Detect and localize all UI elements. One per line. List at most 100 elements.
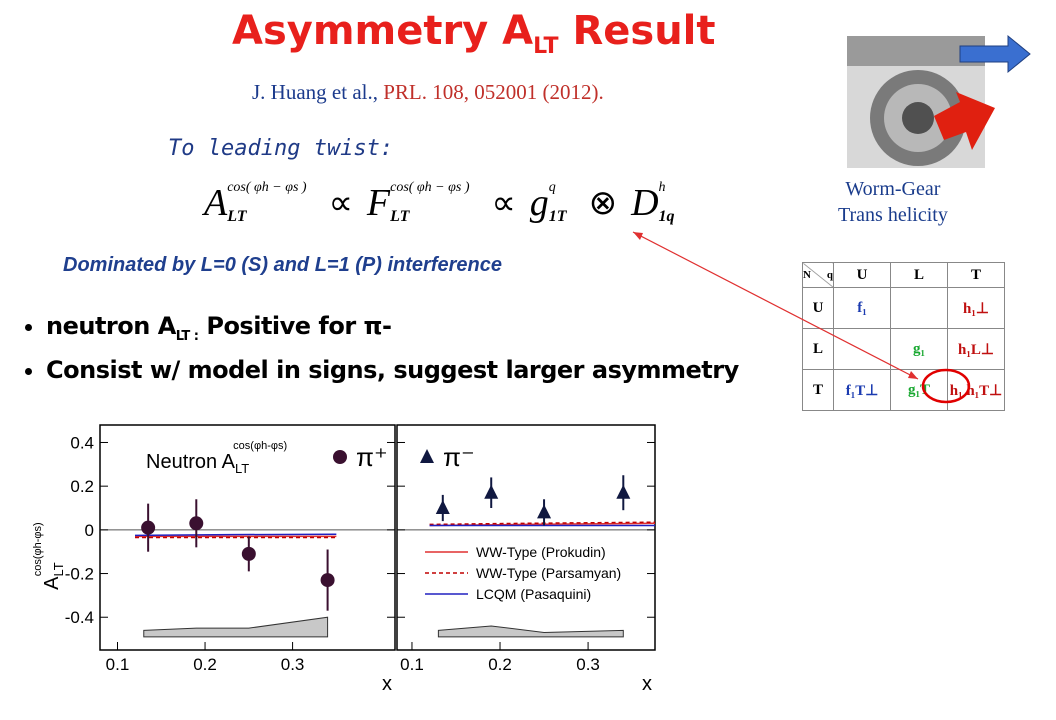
arrow-head xyxy=(633,232,643,240)
cell: g₁T xyxy=(890,369,948,411)
data-point xyxy=(435,500,450,515)
bullet-text: Positive for π- xyxy=(198,312,392,340)
cell: f₁ xyxy=(833,287,891,329)
x-tick-label: 0.1 xyxy=(400,655,424,674)
symbol: g xyxy=(529,182,549,224)
x-axis-label: x xyxy=(382,673,392,695)
authors: J. Huang et al., xyxy=(252,80,384,104)
leading-twist: To leading twist: xyxy=(168,136,394,161)
legend-label: π⁻ xyxy=(443,442,475,472)
data-point xyxy=(537,504,552,519)
caption-line: Trans helicity xyxy=(838,204,948,226)
plot-frame xyxy=(99,424,396,651)
superscript: q xyxy=(548,180,556,195)
plot-frame xyxy=(396,424,656,651)
x-tick-label: 0.1 xyxy=(106,655,130,674)
column-header: T xyxy=(947,262,1005,288)
caption-line: Worm-Gear xyxy=(845,178,941,200)
legend-label: LCQM (Pasaquini) xyxy=(476,586,591,602)
y-tick-label: 0 xyxy=(85,521,94,540)
legend-label: π⁺ xyxy=(356,442,388,472)
chart: -0.4-0.200.20.40.1 0.2 0.3xALTcos(φh-φs)π⁺… xyxy=(32,424,656,695)
bullet: neutron ALT : Positive for π- xyxy=(46,312,739,344)
data-point xyxy=(616,484,631,499)
operator: ⊗ xyxy=(588,185,618,222)
legend-label: WW-Type (Prokudin) xyxy=(476,544,606,560)
row-label: L xyxy=(802,328,834,370)
y-tick-label: 0.2 xyxy=(70,477,94,496)
bullet-sub: LT : xyxy=(175,328,199,344)
scripts: cos( φh − φs ) LT xyxy=(390,180,469,226)
column-header: L xyxy=(890,262,948,288)
label-sup: cos(φh-φs) xyxy=(32,522,44,576)
data-point xyxy=(320,573,335,588)
bullet: Consist w/ model in signs, suggest large… xyxy=(46,356,739,384)
note: Dominated by L=0 (S) and L=1 (P) interfe… xyxy=(63,254,502,276)
cell xyxy=(833,328,891,370)
title-sub: LT xyxy=(533,34,559,59)
cell: f₁T⊥ xyxy=(833,369,891,411)
scripts: h 1q xyxy=(659,180,675,226)
scripts: cos( φh − φs ) LT xyxy=(227,180,306,226)
legend-marker xyxy=(420,449,434,463)
y-tick-label: -0.4 xyxy=(65,608,94,627)
corner-label: N xyxy=(803,269,811,281)
bullet-text: neutron A xyxy=(46,312,176,340)
legend-base: Neutron A xyxy=(146,451,236,473)
y-axis-label: ALT cos(φh-φs) xyxy=(32,522,66,590)
data-point xyxy=(241,546,256,561)
row-label: U xyxy=(802,287,834,329)
column-header: U xyxy=(833,262,891,288)
systematic-band xyxy=(143,616,329,638)
slide-title: Asymmetry ALT Result xyxy=(232,8,716,59)
legend-sup: cos(φh-φs) xyxy=(233,440,287,452)
superscript: cos( φh − φs ) xyxy=(227,180,307,195)
x-tick-label: 0.2 xyxy=(193,655,217,674)
symbol: A xyxy=(204,182,228,224)
symbol: F xyxy=(366,182,391,224)
cell: g₁ xyxy=(890,328,948,370)
title-text: Asymmetry A xyxy=(232,8,534,54)
label-sub: LT xyxy=(51,562,66,576)
data-point xyxy=(484,484,499,499)
x-tick-label: 0.3 xyxy=(576,655,600,674)
y-tick-label: -0.2 xyxy=(65,565,94,584)
subscript: 1T xyxy=(548,208,567,225)
systematic-band xyxy=(437,625,624,638)
superscript: cos( φh − φs ) xyxy=(390,180,470,195)
title-text: Result xyxy=(558,8,716,54)
legend-marker xyxy=(333,450,347,464)
subscript: 1q xyxy=(658,208,675,225)
x-axis-label: x xyxy=(642,673,652,695)
x-tick-label: 0.3 xyxy=(281,655,305,674)
cell xyxy=(890,287,948,329)
legend-label: WW-Type (Parsamyan) xyxy=(476,565,621,581)
bullet-text: Consist w/ model in signs, suggest large… xyxy=(46,355,739,384)
theory-curve xyxy=(429,521,656,526)
y-tick-label: 0.4 xyxy=(70,433,94,452)
theory-curve xyxy=(135,533,337,537)
bullet-list: neutron ALT : Positive for π- Consist w/ … xyxy=(20,312,739,396)
theory-curve xyxy=(429,522,656,527)
journal: PRL. 108, 052001 (2012). xyxy=(383,80,604,104)
worm-gear-caption: Worm-Gear Trans helicity xyxy=(838,176,948,228)
operator: ∝ xyxy=(328,185,353,222)
subscript: LT xyxy=(227,208,247,225)
cell: h₁ h₁T⊥ xyxy=(947,369,1005,411)
reference: J. Huang et al., PRL. 108, 052001 (2012)… xyxy=(252,80,604,105)
symbol: D xyxy=(631,182,659,224)
superscript: h xyxy=(658,180,666,195)
cell: h₁L⊥ xyxy=(947,328,1005,370)
x-tick-label: 0.2 xyxy=(488,655,512,674)
cell: h₁⊥ xyxy=(947,287,1005,329)
data-point xyxy=(141,520,156,535)
data-point xyxy=(189,516,204,531)
legend-sub: LT xyxy=(235,461,249,476)
